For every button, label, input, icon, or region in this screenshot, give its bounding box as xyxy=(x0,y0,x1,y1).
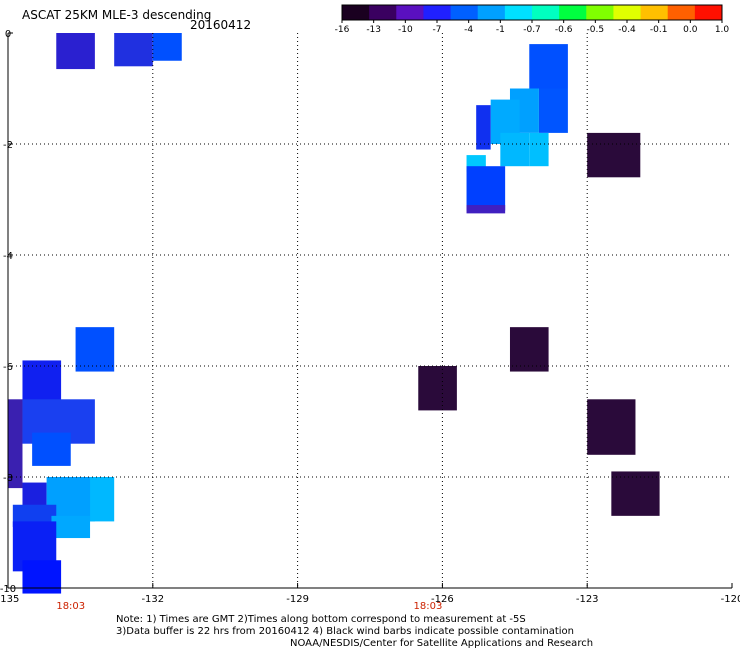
wind-cell-16 xyxy=(418,366,457,411)
colorbar-swatch xyxy=(477,5,506,20)
wind-cell-15 xyxy=(509,327,549,372)
wind-cell-2 xyxy=(56,33,95,70)
colorbar-swatch xyxy=(586,5,614,20)
y-tick-label: -6 xyxy=(3,362,13,373)
x-tick-label: -135 xyxy=(0,594,19,605)
colorbar-swatch xyxy=(342,5,370,20)
wind-cell-27 xyxy=(51,515,91,539)
colorbar-swatch xyxy=(640,5,669,20)
wind-cell-20 xyxy=(8,399,23,489)
wind-cell-9 xyxy=(500,132,530,167)
note-line-1: Note: 1) Times are GMT 2)Times along bot… xyxy=(116,614,526,625)
wind-cell-11 xyxy=(466,166,506,211)
colorbar-swatch xyxy=(504,5,533,20)
x-tick-label: -126 xyxy=(431,594,454,605)
colorbar-label: -7 xyxy=(433,25,442,35)
y-tick-label: -4 xyxy=(3,251,13,262)
colorbar-label: 1.0 xyxy=(715,25,730,35)
colorbar-swatch xyxy=(450,5,479,20)
colorbar-swatch xyxy=(532,5,560,20)
map-date: 20160412 xyxy=(190,18,252,32)
credit-line: NOAA/NESDIS/Center for Satellite Applica… xyxy=(290,638,594,649)
x-tick-label: -123 xyxy=(576,594,599,605)
swath-layer xyxy=(8,33,660,594)
wind-cell-8 xyxy=(529,132,549,167)
colorbar-swatch xyxy=(423,5,452,20)
x-tick-label: -120 xyxy=(721,594,740,605)
colorbar-label: -10 xyxy=(398,25,413,35)
colorbar-label: -0.5 xyxy=(587,25,605,35)
wind-cell-17 xyxy=(587,399,636,455)
colorbar-label: 0.0 xyxy=(683,25,698,35)
colorbar-label: -0.4 xyxy=(618,25,636,35)
wind-cell-7 xyxy=(476,105,491,150)
note-line-2: 3)Data buffer is 22 hrs from 20160412 4)… xyxy=(116,626,574,637)
colorbar-label: -0.6 xyxy=(555,25,573,35)
wind-cell-4 xyxy=(538,88,568,133)
colorbar-label: -1 xyxy=(496,25,505,35)
time-mark-label: 18:03 xyxy=(56,601,85,612)
colorbar-label: -13 xyxy=(366,25,381,35)
wind-cell-1 xyxy=(152,33,182,61)
colorbar-label: -0.7 xyxy=(523,25,541,35)
wind-cell-29 xyxy=(22,560,62,594)
grid-layer xyxy=(8,33,732,588)
colorbar-swatch xyxy=(667,5,696,20)
map-title: ASCAT 25KM MLE-3 descending xyxy=(22,8,212,22)
time-mark-label: 18:03 xyxy=(414,601,443,612)
colorbar: -16 -13 -10 -7 -4 -1 -0.7 -0.6 -0.5 -0.4 -0.1 0.0 1.… xyxy=(335,4,730,35)
colorbar-label: -4 xyxy=(464,25,473,35)
wind-cell-14 xyxy=(75,327,115,372)
x-tick-label: -129 xyxy=(286,594,309,605)
colorbar-swatch xyxy=(613,5,642,20)
wind-cell-13 xyxy=(587,132,641,178)
wind-cell-18 xyxy=(611,471,660,516)
y-tick-label: 0 xyxy=(5,29,11,40)
y-tick-label: -8 xyxy=(3,473,13,484)
colorbar-label: -16 xyxy=(335,25,350,35)
x-tick-label: -132 xyxy=(141,594,164,605)
wind-cell-25 xyxy=(90,477,115,522)
wind-cell-22 xyxy=(32,432,71,466)
y-tick-label: -2 xyxy=(3,140,13,151)
wind-cell-19 xyxy=(22,360,62,405)
colorbar-label: -0.1 xyxy=(650,25,668,35)
colorbar-swatch xyxy=(396,5,424,20)
colorbar-swatch xyxy=(369,5,397,20)
axis-layer: -135 -132 -129 -126 -123 -120 0 -2 -4 -6 -8 -10 18:0… xyxy=(0,29,740,612)
colorbar-swatch xyxy=(694,5,723,20)
wind-cell-12 xyxy=(466,205,506,214)
y-tick-label: -10 xyxy=(0,584,16,595)
colorbar-swatch xyxy=(559,5,587,20)
wind-cell-3 xyxy=(529,44,568,89)
wind-cell-0 xyxy=(114,33,153,67)
